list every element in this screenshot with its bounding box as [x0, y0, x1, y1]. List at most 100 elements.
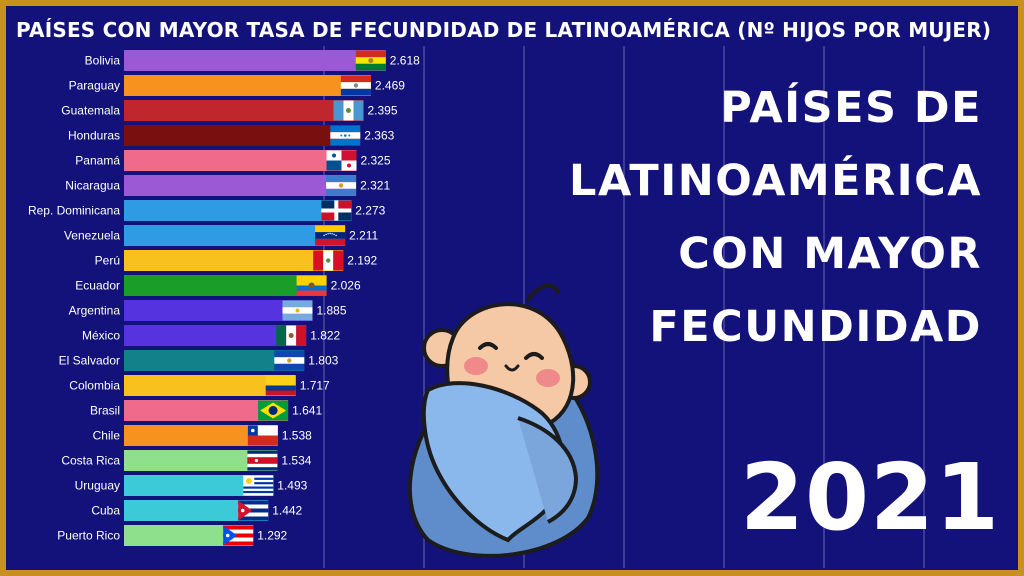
bar [124, 350, 305, 371]
bar [124, 75, 371, 96]
value-label: 2.618 [390, 54, 420, 68]
baby-hair [526, 283, 560, 302]
value-label: 2.325 [361, 154, 391, 168]
category-label: Colombia [69, 379, 120, 393]
category-label: Bolivia [85, 54, 121, 68]
bar [124, 525, 254, 546]
category-label: Panamá [75, 154, 120, 168]
bar [124, 200, 352, 221]
flag-chile-icon [247, 425, 278, 446]
value-label: 2.026 [331, 279, 361, 293]
baby-cheek-left [464, 357, 488, 375]
bar-row: Argentina 1.885 [69, 300, 347, 321]
blanket-fold [517, 416, 579, 524]
headline-line-1: PAÍSES DE [720, 83, 982, 133]
category-label: Honduras [68, 129, 120, 143]
category-label: El Salvador [59, 354, 120, 368]
bar-row: Chile 1.538 [93, 425, 312, 446]
category-label: Argentina [69, 304, 121, 318]
flag-el-salvador-icon [274, 350, 305, 371]
value-label: 1.717 [300, 379, 330, 393]
flag-uruguay-icon [243, 475, 274, 496]
category-label: Costa Rica [61, 454, 120, 468]
bar-row: Nicaragua 2.321 [65, 175, 390, 196]
value-label: 1.534 [281, 454, 311, 468]
bar [124, 100, 364, 121]
bar [124, 400, 289, 421]
flag-mexico-icon [276, 325, 307, 346]
headline-line-4: FECUNDIDAD [649, 302, 982, 352]
category-label: Paraguay [69, 79, 120, 93]
flag-venezuela-icon [315, 225, 346, 246]
value-label: 1.538 [282, 429, 312, 443]
bar-row: Bolivia 2.618 [85, 50, 420, 71]
baby-cheek-right [536, 369, 560, 387]
category-label: Puerto Rico [57, 529, 120, 543]
category-label: Nicaragua [65, 179, 120, 193]
category-label: Venezuela [64, 229, 120, 243]
flag-argentina-icon [282, 300, 313, 321]
bar [124, 250, 344, 271]
year-label: 2021 [739, 444, 1000, 551]
bar [124, 300, 313, 321]
flag-peru-icon [313, 250, 344, 271]
bar-row: Cuba 1.442 [91, 500, 303, 521]
bar-row: Costa Rica 1.534 [61, 450, 312, 471]
baby-eye-right [524, 352, 544, 360]
bar [124, 225, 346, 246]
bar-chart: Bolivia 2.618 Paraguay 2.469 Guatemala 2.395 H… [28, 46, 925, 568]
bar [124, 275, 327, 296]
bar-row: Perú 2.192 [95, 250, 378, 271]
value-label: 1.493 [277, 479, 307, 493]
flag-nicaragua-icon [326, 175, 357, 196]
bar-row: Venezuela 2.211 [64, 225, 379, 246]
flag-guatemala-icon [333, 100, 364, 121]
bar [124, 50, 386, 71]
value-label: 1.803 [308, 354, 338, 368]
value-label: 2.192 [347, 254, 377, 268]
headline-line-2: LATINOAMÉRICA [569, 156, 982, 206]
bar-row: Colombia 1.717 [69, 375, 330, 396]
chart-frame: Bolivia 2.618 Paraguay 2.469 Guatemala 2.395 H… [6, 6, 1018, 570]
flag-bolivia-icon [355, 50, 386, 71]
bar-row: El Salvador 1.803 [59, 350, 339, 371]
bar-row: Rep. Dominicana 2.273 [28, 200, 386, 221]
baby-eye-left [478, 342, 498, 350]
flag-costa-rica-icon [247, 450, 278, 471]
value-label: 2.273 [355, 204, 385, 218]
bar [124, 450, 278, 471]
headline-line-3: CON MAYOR [678, 229, 982, 279]
bar [124, 475, 274, 496]
bar-row: Ecuador 2.026 [75, 275, 361, 296]
bar-row: Brasil 1.641 [90, 400, 322, 421]
chart-title: PAÍSES CON MAYOR TASA DE FECUNDIDAD DE L… [16, 18, 992, 42]
value-label: 1.885 [317, 304, 347, 318]
baby-mouth [504, 364, 520, 372]
bar [124, 175, 357, 196]
category-label: Chile [93, 429, 121, 443]
bar-row: Uruguay 1.493 [75, 475, 308, 496]
category-label: Guatemala [61, 104, 120, 118]
bar-row: México 1.822 [82, 325, 341, 346]
value-label: 1.822 [310, 329, 340, 343]
category-label: Rep. Dominicana [28, 204, 120, 218]
value-label: 1.641 [292, 404, 322, 418]
flag-honduras-icon [330, 125, 361, 146]
category-label: Uruguay [75, 479, 120, 493]
value-label: 2.469 [375, 79, 405, 93]
bar-row: Puerto Rico 1.292 [57, 525, 288, 546]
category-label: Brasil [90, 404, 120, 418]
bar [124, 500, 269, 521]
bar-row: Honduras 2.363 [68, 125, 395, 146]
bar [124, 375, 296, 396]
category-label: Perú [95, 254, 120, 268]
value-label: 1.442 [272, 504, 302, 518]
flag-dominican-republic-icon [321, 200, 352, 221]
value-label: 1.292 [257, 529, 287, 543]
value-label: 2.211 [349, 229, 378, 243]
category-label: Cuba [91, 504, 120, 518]
flag-colombia-icon [265, 375, 296, 396]
flag-cuba-icon [238, 500, 269, 521]
flag-panama-icon [326, 150, 357, 171]
baby-illustration [407, 283, 600, 558]
